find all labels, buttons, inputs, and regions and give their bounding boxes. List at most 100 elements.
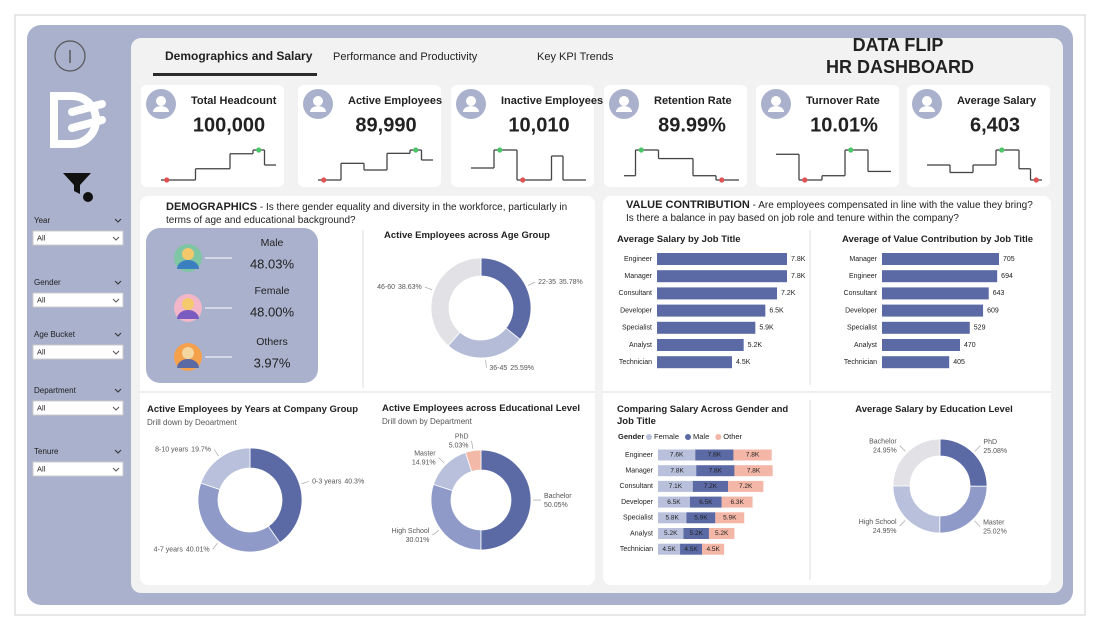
tab[interactable]: Key KPI Trends: [537, 51, 614, 63]
kpi-icon-glyph: [313, 96, 323, 106]
tab[interactable]: Performance and Productivity: [333, 51, 478, 63]
gender-value: 3.97%: [254, 355, 291, 370]
chart-title: Average of Value Contribution by Job Tit…: [842, 234, 1034, 245]
bar-segment: [692, 480, 729, 492]
category-label: Consultant: [620, 483, 654, 490]
donut-slice: [464, 449, 482, 472]
filter-dropdown[interactable]: [32, 461, 124, 477]
bar: [657, 304, 766, 317]
bar: [657, 321, 756, 334]
value-label: 694: [1001, 273, 1013, 280]
value-label: 7.8K: [708, 452, 722, 459]
trend-low-marker: [164, 177, 170, 183]
leader-line: [432, 530, 440, 536]
value-label: 5.2K: [690, 530, 704, 537]
bar-segment: [734, 465, 773, 477]
value-label: 5.8K: [666, 515, 680, 522]
value-label: 7.8K: [670, 467, 684, 474]
category-label: Manager: [849, 256, 877, 263]
leader-line: [424, 286, 433, 291]
chevron: [114, 218, 122, 223]
filter-dropdown[interactable]: [32, 292, 124, 308]
question: - Are employees compensated in line with…: [626, 200, 1033, 224]
value-label: 6.5K: [699, 499, 713, 506]
value-label: 609: [987, 307, 999, 314]
category-label: Developer: [845, 307, 878, 314]
gender-value: 48.00%: [250, 304, 295, 319]
category-label: 8-10 years: [155, 446, 189, 453]
bar: [882, 339, 960, 351]
bar-segment: [689, 496, 722, 508]
kpi-icon-glyph: [619, 96, 629, 106]
bar-segment: [658, 528, 684, 539]
bar-segment: [658, 512, 687, 524]
kpi-card: [604, 85, 747, 187]
kpi-card: [756, 85, 899, 187]
value-label: 4.5K: [662, 546, 676, 553]
kpi-value: 100,000: [193, 114, 265, 136]
trend-low-marker: [321, 177, 327, 183]
filter-dropdown[interactable]: [32, 344, 124, 360]
bar-segment: [658, 465, 697, 477]
leader-line: [899, 445, 906, 452]
kpi-icon-glyph: [616, 106, 632, 112]
trend-high-marker: [413, 147, 419, 153]
bar-segment: [695, 449, 734, 461]
leader-line: [301, 481, 310, 485]
value-label: 38.63%: [398, 284, 422, 291]
kpi-icon-glyph: [466, 96, 476, 106]
value-label: 5.2K: [748, 342, 763, 349]
kpi-value: 89,990: [355, 114, 416, 136]
donut-slice: [200, 447, 251, 491]
chart-title: Active Employees across Age Group: [384, 230, 550, 241]
data-label: 4-7 years 40.01%: [154, 546, 210, 553]
bar-segment: [733, 449, 772, 461]
value-label: 35.78%: [559, 279, 583, 286]
gender-value: 48.03%: [250, 256, 295, 271]
category-label: Analyst: [629, 342, 652, 349]
kpi-title: Active Employees: [348, 95, 442, 107]
clear-filter-icon[interactable]: [63, 173, 91, 194]
bar: [657, 287, 777, 300]
section-heading: VALUE CONTRIBUTION: [626, 199, 750, 211]
category-label: 46-60: [377, 284, 395, 291]
donut-slice: [430, 257, 482, 347]
chevron: [112, 350, 120, 355]
bar: [882, 270, 998, 283]
category-label: 36-45: [489, 365, 507, 372]
value-label: 50.05%: [544, 502, 568, 509]
category-label: 4-7 years: [154, 546, 184, 553]
bar-segment: [728, 480, 764, 492]
kpi-title: Inactive Employees: [501, 95, 603, 107]
bar: [882, 287, 989, 300]
filter-dropdown[interactable]: [32, 230, 124, 246]
chart-title: Average Salary by Job Title: [617, 234, 741, 245]
category-label: Consultant: [619, 290, 653, 297]
value-label: 5.2K: [664, 530, 678, 537]
data-label: PhD 5.03%: [449, 434, 469, 450]
info-icon[interactable]: [54, 40, 86, 72]
data-label: 8-10 years 19.7%: [155, 446, 211, 453]
chart-subtitle: Drill down by Department: [382, 417, 472, 426]
bar: [882, 356, 950, 369]
leader-line: [974, 445, 981, 452]
trend-high-marker: [497, 147, 503, 153]
value-label: 24.95%: [873, 447, 897, 454]
category-label: Technician: [844, 359, 877, 366]
value-label: 7.2K: [704, 483, 718, 490]
legend-label: Other: [723, 432, 742, 441]
bar-segment: [658, 496, 690, 508]
legend-marker: [646, 434, 652, 440]
value-label: 4.5K: [684, 546, 698, 553]
trend-low-marker: [520, 177, 526, 183]
filter-dropdown[interactable]: [32, 400, 124, 416]
kpi-icon-glyph: [156, 96, 166, 106]
filter-label: Age Bucket: [34, 330, 76, 339]
trend-high-marker: [999, 147, 1005, 153]
tab-active[interactable]: Demographics and Salary: [165, 49, 313, 63]
data-label: 22-35 35.78%: [538, 279, 583, 286]
value-label: 19.7%: [191, 446, 211, 453]
kpi-value: 10.01%: [810, 114, 878, 136]
donut-slice: [892, 438, 941, 487]
